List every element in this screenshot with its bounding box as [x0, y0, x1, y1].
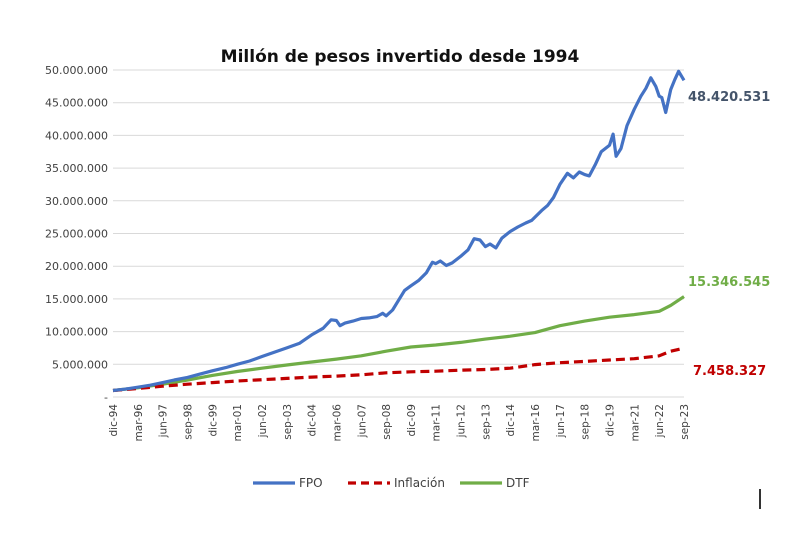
- x-tick-label: jun-07: [356, 404, 368, 438]
- x-tick-label: sep-13: [480, 404, 492, 440]
- x-tick-label: dic-99: [207, 404, 219, 437]
- x-tick-label: dic-19: [605, 404, 617, 437]
- y-tick-label: 45.000.000: [45, 97, 108, 110]
- y-axis-ticks: - 5.000.000 10.000.000 15.000.000 20.000.000…: [45, 64, 108, 404]
- end-label-inflacin: 7.458.327: [693, 364, 766, 379]
- x-tick-label: mar-11: [431, 404, 443, 441]
- y-tick-label: 25.000.000: [45, 228, 108, 241]
- chart-title: Millón de pesos invertido desde 1994: [221, 47, 580, 67]
- x-tick-label: sep-08: [381, 404, 393, 440]
- x-tick-label: jun-22: [654, 404, 666, 438]
- x-tick-label: sep-23: [679, 404, 691, 440]
- y-tick-label: 10.000.000: [45, 326, 108, 339]
- x-tick-label: mar-96: [133, 404, 145, 442]
- y-tick-label: 50.000.000: [45, 64, 108, 77]
- y-tick-label: 35.000.000: [45, 162, 108, 175]
- x-tick-label: mar-21: [629, 404, 641, 441]
- x-tick-label: sep-03: [282, 404, 294, 440]
- x-tick-label: mar-06: [331, 404, 343, 442]
- legend-label: FPO: [299, 476, 323, 490]
- y-tick-label: -: [104, 391, 108, 404]
- end-label-dtf: 15.346.545: [688, 275, 770, 290]
- x-tick-label: mar-01: [232, 404, 244, 441]
- end-label-fpo: 48.420.531: [688, 90, 770, 105]
- x-axis-ticks: dic-94 mar-96 jun-97 sep-98 dic-99 mar-01 jun-…: [108, 404, 691, 442]
- y-tick-label: 40.000.000: [45, 129, 108, 142]
- series-line-dtf: [112, 295, 685, 393]
- x-tick-label: jun-12: [456, 404, 468, 438]
- x-tick-label: dic-14: [505, 404, 517, 437]
- x-tick-label: jun-17: [555, 404, 567, 438]
- x-tick-label: jun-97: [158, 404, 170, 438]
- gridlines: [113, 69, 684, 398]
- legend-label: Inflación: [394, 476, 445, 490]
- x-tick-label: dic-94: [108, 404, 120, 437]
- series-line-inflacin: [112, 346, 685, 393]
- series-lines: [112, 69, 686, 393]
- x-tick-label: mar-16: [530, 404, 542, 442]
- y-tick-label: 30.000.000: [45, 195, 108, 208]
- x-tick-label: sep-18: [580, 404, 592, 440]
- y-tick-label: 20.000.000: [45, 260, 108, 273]
- end-labels: 48.420.531 7.458.327 15.346.545: [688, 90, 770, 379]
- text-cursor-mark: [759, 489, 761, 509]
- x-tick-label: dic-09: [406, 404, 418, 437]
- x-tick-label: dic-04: [307, 404, 319, 437]
- legend: FPO Inflación DTF: [253, 476, 530, 490]
- series-line-fpo: [112, 69, 686, 393]
- x-tick-label: sep-98: [182, 404, 194, 440]
- y-tick-label: 5.000.000: [52, 358, 108, 371]
- y-tick-label: 15.000.000: [45, 293, 108, 306]
- legend-label: DTF: [506, 476, 530, 490]
- x-tick-label: jun-02: [257, 404, 269, 438]
